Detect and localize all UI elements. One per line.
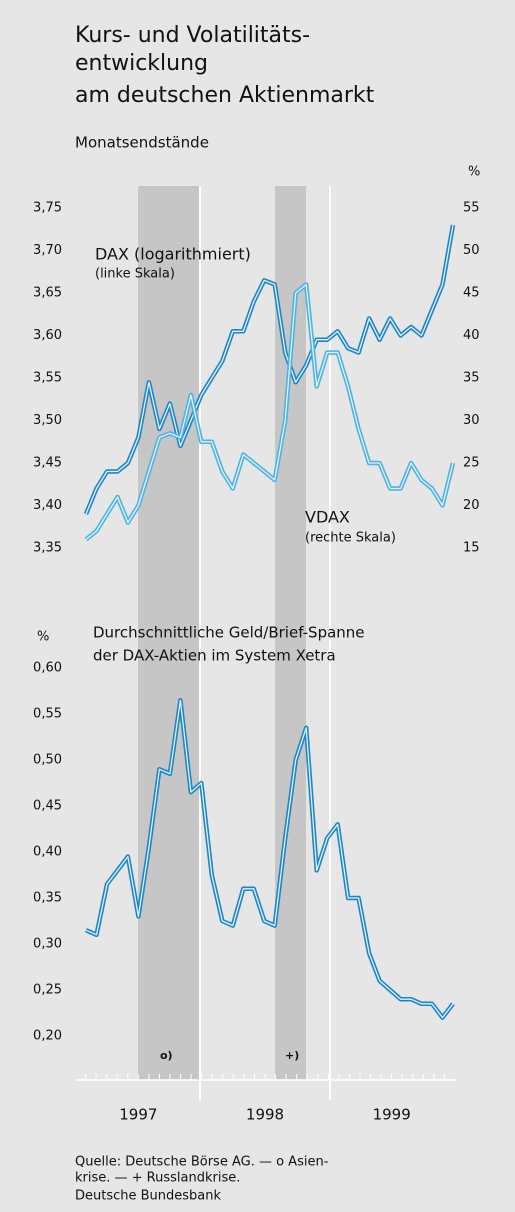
y-unit: %: [37, 630, 49, 645]
y-tick-label: 3,75: [33, 201, 62, 216]
chart-title: der DAX-Aktien im System Xetra: [93, 647, 336, 665]
y-tick-label: 0,50: [33, 753, 62, 768]
y2-tick-label: 45: [463, 286, 480, 301]
y-tick-label: 3,70: [33, 243, 62, 258]
annotation: o): [160, 1049, 173, 1062]
y-tick-label: 3,40: [33, 498, 62, 513]
y-tick-label: 3,50: [33, 413, 62, 428]
x-tick-label: 1997: [119, 1106, 157, 1124]
y2-tick-label: 25: [463, 456, 480, 471]
chart-title: Durchschnittliche Geld/Brief-Spanne: [93, 624, 365, 642]
y-tick-label: 0,20: [33, 1029, 62, 1044]
y-tick-label: 3,45: [33, 456, 62, 471]
line-highlight: [85, 283, 454, 541]
y-tick-label: 0,55: [33, 707, 62, 722]
y-tick-label: 0,25: [33, 983, 62, 998]
title: entwicklung: [75, 51, 208, 76]
y-tick-label: 3,35: [33, 541, 62, 556]
y2-tick-label: 35: [463, 371, 480, 386]
y2-tick-label: 15: [463, 541, 480, 556]
source: krise. — + Russlandkrise.: [75, 1171, 240, 1186]
y-tick-label: 0,60: [33, 661, 62, 676]
y-tick-label: 3,65: [33, 286, 62, 301]
x-tick-label: 1999: [373, 1106, 411, 1124]
y2-tick-label: 50: [463, 243, 480, 258]
line-highlight: [85, 699, 454, 1019]
scale-label: (linke Skala): [95, 267, 175, 282]
y-tick-label: 3,60: [33, 328, 62, 343]
y2-tick-label: 20: [463, 498, 480, 513]
y-tick-label: 0,40: [33, 845, 62, 860]
title: am deutschen Aktienmarkt: [75, 83, 375, 108]
x-tick-label: 1998: [246, 1106, 284, 1124]
y-tick-label: 3,55: [33, 371, 62, 386]
line-highlight: [85, 224, 454, 515]
source: Quelle: Deutsche Börse AG. — o Asien-: [75, 1155, 329, 1170]
y2-tick-label: 40: [463, 328, 480, 343]
y2-tick-label: 30: [463, 413, 480, 428]
asia-crisis-shade: [138, 186, 200, 1080]
y-tick-label: 0,35: [33, 891, 62, 906]
y2-unit: %: [468, 165, 480, 180]
y2-tick-label: 55: [463, 201, 480, 216]
series-label: VDAX: [305, 508, 350, 527]
annotation: +): [285, 1049, 299, 1062]
scale-label: (rechte Skala): [305, 531, 396, 546]
publisher: Deutsche Bundesbank: [75, 1189, 222, 1204]
y-tick-label: 0,30: [33, 937, 62, 952]
subtitle: Monatsendstände: [75, 134, 209, 152]
y-tick-label: 0,45: [33, 799, 62, 814]
series-label: DAX (logarithmiert): [95, 245, 251, 264]
title: Kurs- und Volatilitäts-: [75, 23, 310, 48]
